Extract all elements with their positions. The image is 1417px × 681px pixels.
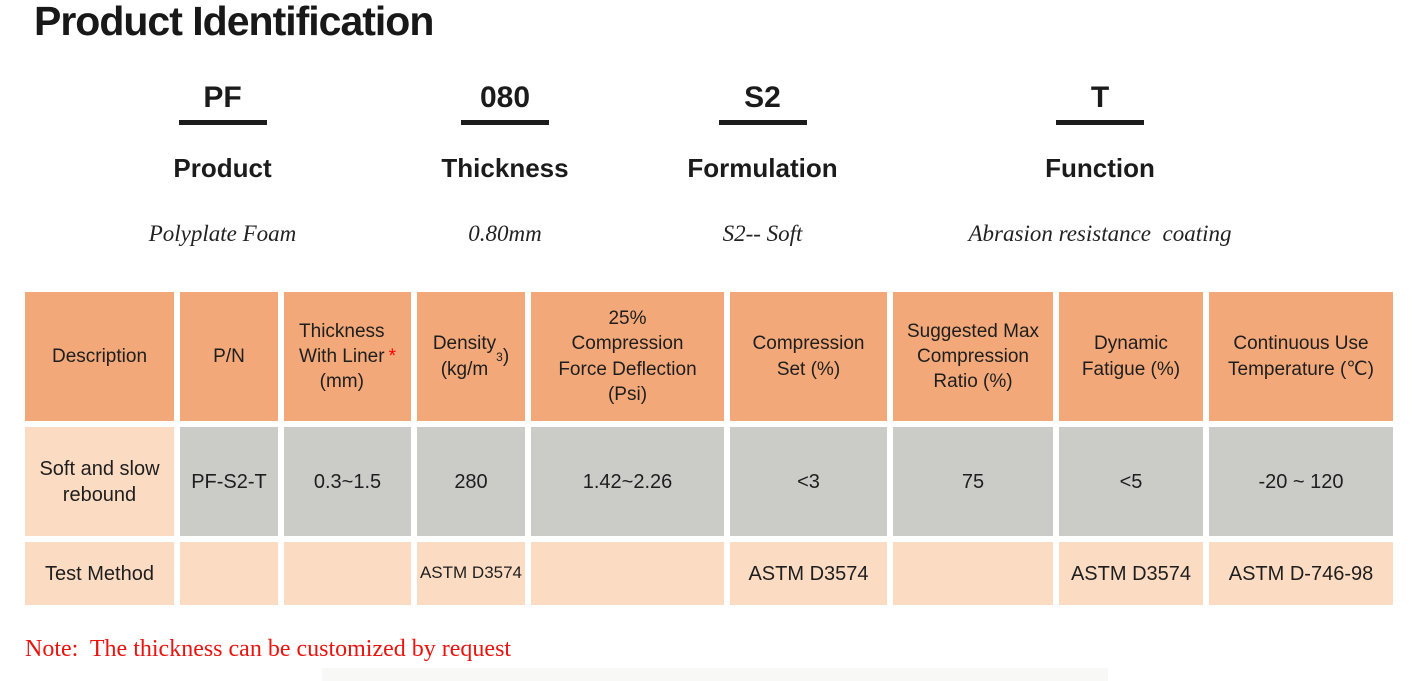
segment-underline — [461, 120, 549, 125]
product-row-density: 280 — [417, 427, 525, 536]
header-thickness-text: Thickness With Liner (mm) — [299, 320, 385, 393]
product-row-cfd: 1.42~2.26 — [531, 427, 724, 536]
segment-label: Formulation — [687, 153, 838, 183]
header-dynamic-fatigue: Dynamic Fatigue (%) — [1059, 292, 1203, 421]
segment-label: Function — [1045, 153, 1155, 183]
required-asterisk: * — [388, 345, 396, 367]
segment-description: Abrasion resistance coating — [968, 221, 1232, 246]
test-row-density: ASTM D3574 — [417, 542, 525, 605]
test-row-cfd — [531, 542, 724, 605]
segment-label: Product — [173, 153, 272, 183]
segment-code: S2 — [744, 81, 781, 114]
segment-underline — [178, 120, 267, 125]
product-row-compression-set: <3 — [730, 427, 887, 536]
code-segment-function: T Function Abrasion resistance coating — [890, 82, 1310, 247]
product-row-description: Soft and slow rebound — [25, 427, 174, 536]
header-compression-set: Compression Set (%) — [730, 292, 887, 421]
segment-underline — [718, 120, 807, 125]
test-row-pn — [180, 542, 278, 605]
segment-underline — [1056, 120, 1144, 125]
segment-code: PF — [203, 81, 242, 114]
product-row-thickness: 0.3~1.5 — [284, 427, 411, 536]
test-row-label: Test Method — [25, 542, 174, 605]
header-description: Description — [25, 292, 174, 421]
segment-description: 0.80mm — [468, 221, 542, 246]
thickness-note: Note: The thickness can be customized by… — [25, 636, 512, 662]
page-title: Product Identification — [34, 0, 434, 44]
test-row-dynamic-fatigue: ASTM D3574 — [1059, 542, 1203, 605]
segment-description: S2-- Soft — [722, 221, 803, 246]
test-row-thickness — [284, 542, 411, 605]
header-pn: P/N — [180, 292, 278, 421]
spec-table: Description P/N Thickness With Liner (mm… — [25, 292, 1393, 605]
code-segment-formulation: S2 Formulation S2-- Soft — [645, 82, 880, 247]
header-density-suffix: ) — [502, 345, 510, 367]
header-continuous-use-temperature: Continuous Use Temperature (℃) — [1209, 292, 1393, 421]
segment-code: 080 — [479, 81, 531, 114]
header-density: Density (kg/m 3) — [417, 292, 525, 421]
test-row-suggested-max — [893, 542, 1053, 605]
segment-label: Thickness — [441, 153, 569, 183]
next-section-partial-bar — [322, 668, 1108, 681]
code-segment-product: PF Product Polyplate Foam — [60, 82, 385, 247]
product-row-continuous-temp: -20 ~ 120 — [1209, 427, 1393, 536]
header-suggested-max-compression-ratio: Suggested Max Compression Ratio (%) — [893, 292, 1053, 421]
header-density-text: Density (kg/m — [432, 333, 497, 380]
header-thickness-with-liner: Thickness With Liner (mm) * — [284, 292, 411, 421]
product-row-suggested-max: 75 — [893, 427, 1053, 536]
product-row-dynamic-fatigue: <5 — [1059, 427, 1203, 536]
test-row-continuous-temp: ASTM D-746-98 — [1209, 542, 1393, 605]
code-segment-thickness: 080 Thickness 0.80mm — [390, 82, 620, 247]
test-row-compression-set: ASTM D3574 — [730, 542, 887, 605]
header-compression-force-deflection: 25% Compression Force Deflection (Psi) — [531, 292, 724, 421]
product-row-pn: PF-S2-T — [180, 427, 278, 536]
segment-description: Polyplate Foam — [148, 221, 297, 246]
segment-code: T — [1090, 81, 1110, 114]
